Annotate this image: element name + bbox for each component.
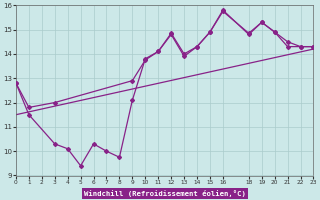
X-axis label: Windchill (Refroidissement éolien,°C): Windchill (Refroidissement éolien,°C) [84,190,246,197]
